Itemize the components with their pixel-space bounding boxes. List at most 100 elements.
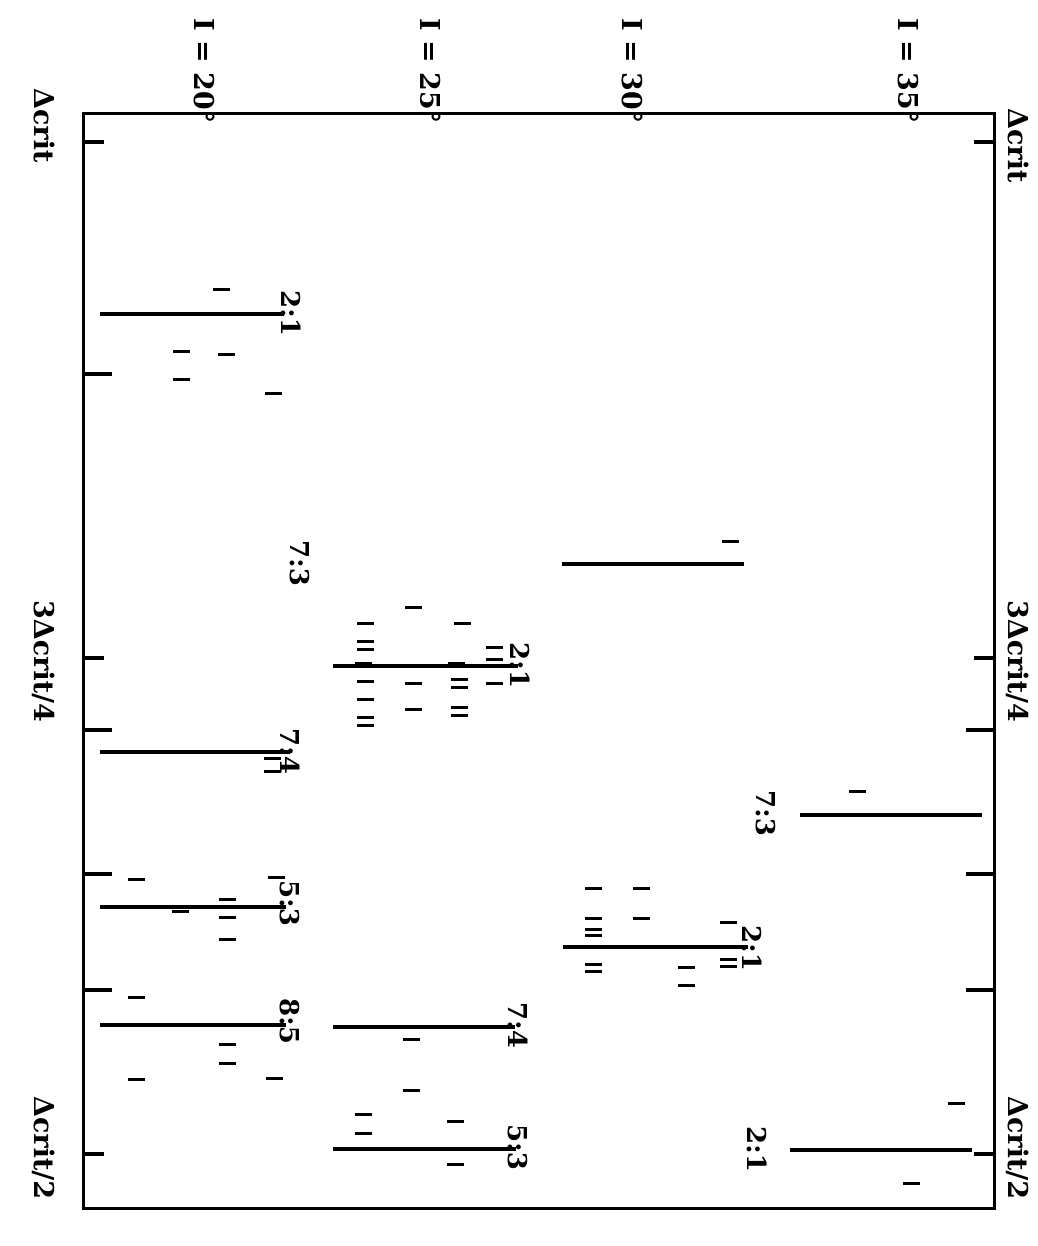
resonance-label-7to3-b: 7:3 <box>749 790 779 836</box>
resonance-bar-7to4-b <box>333 1025 515 1029</box>
data-tick <box>585 963 602 966</box>
data-tick <box>451 686 468 689</box>
data-tick <box>405 708 422 711</box>
data-tick <box>633 917 650 920</box>
y-tick-right-4 <box>966 872 996 876</box>
y-tick-left-2 <box>82 372 112 376</box>
data-tick <box>486 646 503 649</box>
y-tick-label-dcrit2: Δcrit/2 <box>1001 1096 1032 1199</box>
y-tick-left-7 <box>82 1152 104 1156</box>
data-tick <box>128 878 145 881</box>
x-tick-label-i20: I = 20° <box>187 18 218 124</box>
data-tick <box>355 1113 372 1116</box>
data-tick <box>268 876 285 879</box>
resonance-bar-8to5-a <box>100 1023 286 1027</box>
data-tick <box>173 378 190 381</box>
y-tick-right-2 <box>974 656 996 660</box>
data-tick <box>403 1089 420 1092</box>
y-tick-right-3 <box>966 728 996 732</box>
data-tick <box>451 678 468 681</box>
resonance-label-2to1-c: 2:1 <box>735 925 765 971</box>
data-tick <box>454 622 471 625</box>
resonance-label-2to1-b: 2:1 <box>503 642 533 688</box>
data-tick <box>448 662 465 667</box>
data-tick <box>405 606 422 609</box>
resonance-label-5to3-b: 5:3 <box>501 1124 531 1170</box>
resonance-label-5to3-a: 5:3 <box>273 880 303 926</box>
data-tick <box>357 724 374 727</box>
resonance-bar-7to3-b <box>800 813 982 817</box>
data-tick <box>264 757 281 760</box>
y-tick-left-3 <box>82 656 104 660</box>
resonance-bar-7to4-a <box>100 750 290 754</box>
resonance-bar-7to3-a <box>562 562 744 566</box>
data-tick <box>678 966 695 969</box>
data-tick <box>486 658 503 661</box>
y-tick-left-5 <box>82 872 112 876</box>
data-tick <box>219 1043 236 1046</box>
x-tick-label-i30: I = 30° <box>615 18 646 124</box>
resonance-label-7to4-b: 7:4 <box>501 1002 531 1048</box>
data-tick <box>357 640 374 643</box>
data-tick <box>720 965 737 968</box>
data-tick <box>403 1038 420 1041</box>
data-tick <box>585 970 602 973</box>
y-tick-label-dcrit: Δcrit <box>1001 108 1032 183</box>
x-tick-label-i25: I = 25° <box>413 18 444 124</box>
data-tick <box>486 682 503 685</box>
data-tick <box>266 1077 283 1080</box>
data-tick <box>265 392 282 395</box>
resonance-label-8to5-a: 8:5 <box>273 998 303 1044</box>
x-tick-label-i35: I = 35° <box>891 18 922 124</box>
data-tick <box>219 916 236 919</box>
data-tick <box>720 958 737 961</box>
data-tick <box>451 706 468 709</box>
data-tick <box>585 928 602 931</box>
y-tick-right-5 <box>966 988 996 992</box>
data-tick <box>948 1102 965 1105</box>
resonance-bar-2to1-c <box>563 945 748 949</box>
resonance-label-2to1-d: 2:1 <box>740 1126 770 1172</box>
data-tick <box>219 938 236 941</box>
data-tick <box>357 716 374 719</box>
y-axis-title-fragment-mid: 3Δcrit/4 <box>27 600 58 722</box>
resonance-bar-5to3-b <box>333 1147 516 1151</box>
resonance-label-7to3-a: 7:3 <box>283 540 313 586</box>
data-tick <box>128 996 145 999</box>
y-axis-title-fragment-bottom: Δcrit/2 <box>27 1096 58 1199</box>
data-tick <box>849 790 866 793</box>
y-tick-left-1 <box>82 140 104 144</box>
data-tick <box>213 288 230 291</box>
data-tick <box>678 984 695 987</box>
data-tick <box>447 1120 464 1123</box>
y-axis-title-fragment-top: Δcrit <box>27 88 58 163</box>
data-tick <box>903 1182 920 1185</box>
y-tick-left-4 <box>82 728 112 732</box>
data-tick <box>219 1062 236 1065</box>
data-tick <box>128 1078 145 1081</box>
resonance-label-7to4-a: 7:4 <box>273 728 303 774</box>
resonance-label-2to1-a: 2:1 <box>274 290 304 336</box>
data-tick <box>720 921 737 924</box>
data-tick <box>357 648 374 651</box>
data-tick <box>357 680 374 683</box>
data-tick <box>264 770 281 773</box>
data-tick <box>218 353 235 356</box>
plot-frame <box>82 112 996 1210</box>
data-tick <box>355 1132 372 1135</box>
data-tick <box>357 622 374 625</box>
y-tick-left-6 <box>82 988 112 992</box>
data-tick <box>585 917 602 920</box>
data-tick <box>451 714 468 717</box>
resonance-bar-2to1-a <box>100 312 284 316</box>
data-tick <box>173 350 190 353</box>
data-tick <box>405 682 422 685</box>
y-tick-right-6 <box>974 1152 996 1156</box>
data-tick <box>172 910 189 913</box>
data-tick <box>447 1163 464 1166</box>
y-tick-right-1 <box>974 140 996 144</box>
data-tick <box>585 887 602 890</box>
data-tick <box>219 898 236 901</box>
data-tick <box>585 934 602 937</box>
